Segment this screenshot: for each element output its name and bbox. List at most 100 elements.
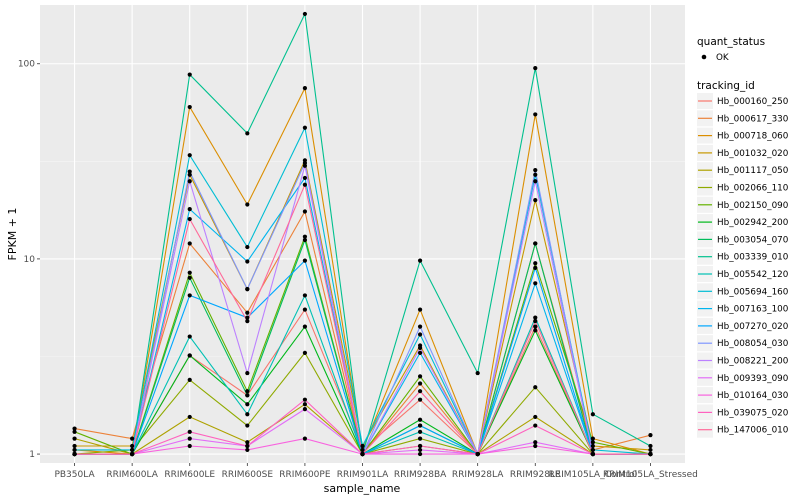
legend-label: Hb_007270_020 bbox=[717, 322, 789, 332]
y-tick-label: 100 bbox=[18, 60, 35, 70]
data-point bbox=[187, 270, 192, 275]
data-point bbox=[245, 259, 250, 264]
data-point bbox=[187, 443, 192, 449]
data-point bbox=[648, 447, 653, 453]
data-point bbox=[590, 451, 595, 457]
y-tick-label: 1 bbox=[29, 450, 35, 460]
data-point bbox=[187, 72, 192, 77]
data-point bbox=[533, 440, 538, 445]
data-point bbox=[590, 443, 595, 449]
data-point bbox=[72, 447, 77, 453]
legend-label: Hb_001032_020 bbox=[717, 149, 789, 159]
y-axis: 1 10 100 bbox=[18, 60, 40, 460]
legend: quant_status OK tracking_id Hb_000160_25… bbox=[697, 36, 789, 438]
data-point bbox=[302, 436, 308, 441]
data-point bbox=[187, 206, 192, 212]
legend-label: Hb_000617_330 bbox=[717, 114, 789, 124]
data-point bbox=[187, 377, 192, 382]
legend-label: Hb_005542_120 bbox=[717, 270, 789, 280]
y-tick-label: 10 bbox=[24, 255, 36, 265]
data-point bbox=[533, 385, 538, 390]
x-tick-label: RRIM105LA_Stressed bbox=[603, 470, 698, 480]
legend-title-quant-status: quant_status bbox=[697, 36, 765, 48]
data-point bbox=[245, 440, 250, 445]
data-point bbox=[533, 65, 538, 71]
y-axis-title: FPKM + 1 bbox=[6, 208, 19, 261]
data-point bbox=[533, 172, 538, 177]
data-point bbox=[302, 86, 308, 91]
data-point bbox=[417, 436, 423, 441]
data-point bbox=[245, 389, 250, 394]
data-point bbox=[417, 374, 423, 379]
legend-label: Hb_001117_050 bbox=[717, 166, 789, 176]
data-point bbox=[245, 447, 250, 453]
data-point bbox=[302, 324, 308, 329]
data-point bbox=[245, 244, 250, 250]
x-axis-title: sample_name bbox=[324, 482, 401, 495]
data-point bbox=[187, 353, 192, 358]
data-point bbox=[187, 436, 192, 441]
data-point bbox=[417, 443, 423, 449]
legend-label: Hb_002150_090 bbox=[717, 201, 789, 211]
data-point bbox=[302, 11, 308, 17]
data-point bbox=[187, 169, 192, 174]
x-tick-label: RRIM600SE bbox=[222, 470, 274, 480]
legend-key-ok bbox=[701, 54, 707, 60]
data-point bbox=[417, 447, 423, 453]
data-point bbox=[648, 433, 653, 438]
data-point bbox=[648, 451, 653, 457]
data-point bbox=[417, 423, 423, 428]
data-point bbox=[648, 443, 653, 449]
legend-label: Hb_000718_060 bbox=[717, 132, 789, 142]
legend-label: Hb_009393_090 bbox=[717, 374, 789, 384]
data-point bbox=[417, 429, 423, 434]
x-tick-label: RRIM928LE bbox=[510, 470, 561, 480]
legend-label: Hb_005694_160 bbox=[717, 287, 789, 297]
data-point bbox=[302, 402, 308, 407]
data-point bbox=[187, 179, 192, 184]
data-point bbox=[302, 175, 308, 181]
data-point bbox=[187, 429, 192, 434]
data-point bbox=[590, 447, 595, 453]
data-point bbox=[417, 345, 423, 350]
data-point bbox=[187, 153, 192, 158]
data-point bbox=[302, 237, 308, 243]
data-point bbox=[302, 234, 308, 239]
data-point bbox=[245, 310, 250, 315]
data-point bbox=[245, 131, 250, 136]
data-point bbox=[245, 393, 250, 398]
data-point bbox=[417, 389, 423, 394]
legend-label: Hb_003339_010 bbox=[717, 253, 789, 263]
data-point bbox=[533, 443, 538, 449]
legend-label: Hb_000160_250 bbox=[717, 97, 789, 107]
data-point bbox=[302, 209, 308, 214]
legend-label: Hb_039075_020 bbox=[717, 408, 789, 418]
data-point bbox=[245, 315, 250, 320]
data-point bbox=[245, 370, 250, 376]
data-point bbox=[417, 381, 423, 386]
data-point bbox=[533, 179, 538, 184]
data-point bbox=[187, 414, 192, 420]
legend-label: Hb_147006_010 bbox=[717, 426, 789, 436]
data-point bbox=[533, 324, 538, 329]
data-point bbox=[533, 261, 538, 266]
data-point bbox=[130, 451, 135, 457]
data-point bbox=[302, 163, 308, 168]
data-point bbox=[187, 104, 192, 110]
data-point bbox=[245, 423, 250, 428]
x-tick-label: RRIM928LA bbox=[452, 470, 504, 480]
data-point bbox=[533, 315, 538, 320]
data-point bbox=[72, 429, 77, 434]
data-point bbox=[245, 443, 250, 449]
data-points bbox=[72, 11, 653, 457]
data-point bbox=[417, 417, 423, 422]
data-point bbox=[245, 402, 250, 407]
data-point bbox=[533, 241, 538, 246]
data-point bbox=[302, 397, 308, 402]
data-point bbox=[72, 451, 77, 457]
data-point bbox=[245, 319, 250, 324]
x-tick-label: RRIM928BA bbox=[394, 470, 447, 480]
x-tick-label: RRIM105LA_Control bbox=[549, 470, 638, 480]
data-point bbox=[533, 423, 538, 428]
